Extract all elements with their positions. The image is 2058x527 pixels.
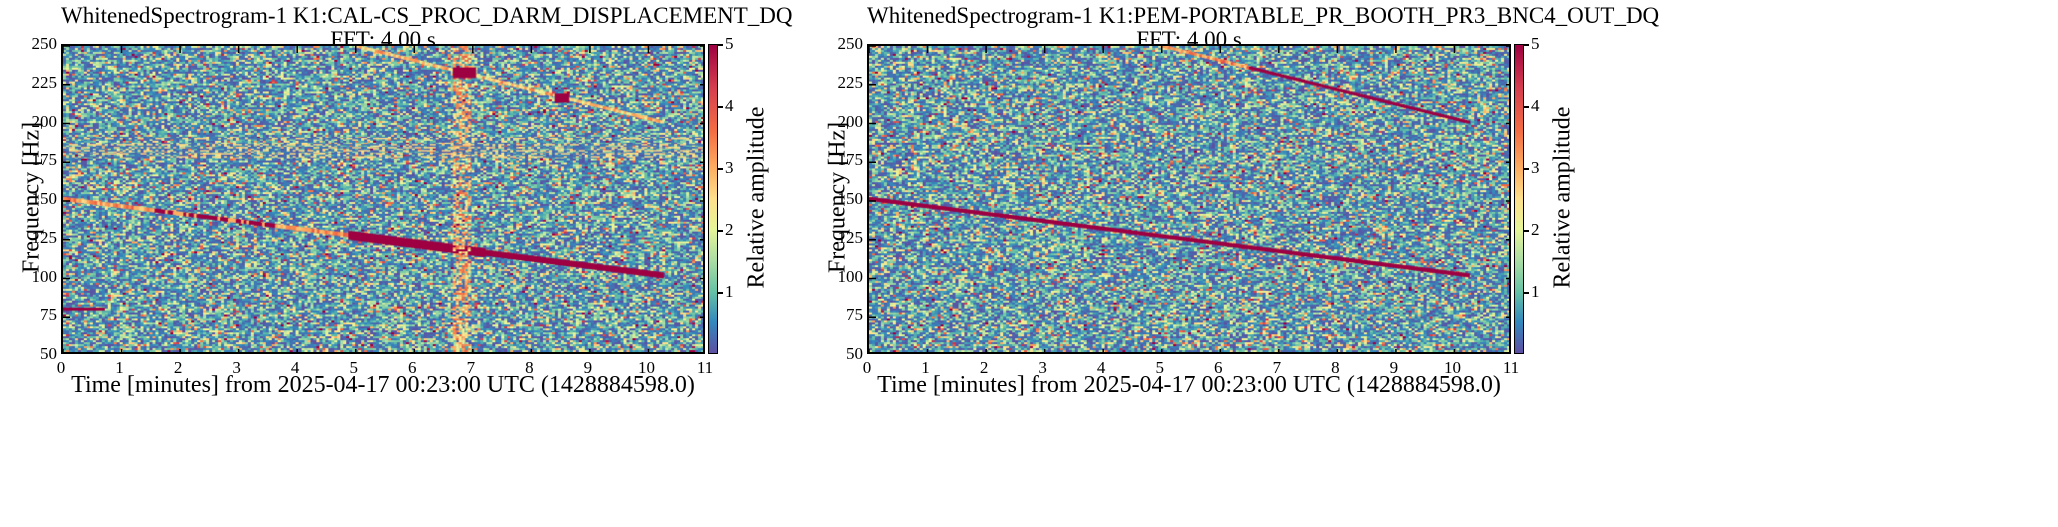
y-tick-label: 250	[31, 34, 58, 53]
x-tick-label: 7	[466, 358, 476, 377]
y-tick-label: 150	[31, 189, 58, 208]
colorbar	[708, 44, 718, 354]
y-tick-label: 225	[31, 72, 58, 92]
x-tick-label: 11	[696, 358, 714, 377]
y-tick-label: 150	[837, 189, 864, 208]
colorbar	[1514, 44, 1524, 354]
x-axis-label: Time [minutes] from 2025-04-17 00:23:00 …	[877, 372, 1501, 398]
colorbar-tick-mark	[718, 292, 723, 294]
colorbar-tick-mark	[718, 168, 723, 170]
y-tick-label: 125	[837, 227, 864, 247]
y-tick-label: 225	[837, 72, 864, 92]
x-tick-label: 5	[1155, 358, 1164, 377]
y-tick-label: 175	[31, 150, 58, 170]
y-tick-label: 175	[837, 150, 864, 170]
x-tick-label: 9	[583, 358, 593, 377]
x-tick-label: 3	[1038, 358, 1047, 377]
x-axis-label: Time [minutes] from 2025-04-17 00:23:00 …	[71, 372, 695, 398]
y-tick-label: 100	[837, 266, 864, 286]
plot-ticks	[869, 46, 1509, 352]
colorbar-tick-mark	[1524, 44, 1529, 46]
spectrogram-heatmap	[869, 46, 1509, 352]
colorbar-tick-mark	[1524, 106, 1529, 108]
x-tick-label: 0	[862, 358, 872, 377]
x-tick-label: 9	[1389, 358, 1399, 377]
y-tick-label: 250	[837, 34, 864, 53]
x-tick-label: 1	[921, 358, 930, 377]
colorbar-tick-label: 1	[725, 282, 734, 301]
x-tick-label: 8	[525, 358, 534, 377]
colorbar-tick-mark	[1524, 292, 1529, 294]
spectrogram-heatmap	[63, 46, 703, 352]
y-tick-label: 100	[31, 266, 58, 286]
y-tick-label: 50	[40, 344, 57, 363]
colorbar-tick-label: 3	[725, 158, 734, 177]
y-tick-label: 50	[846, 344, 863, 363]
x-tick-label: 5	[349, 358, 358, 377]
x-tick-label: 2	[979, 358, 989, 377]
colorbar-tick-label: 4	[725, 96, 734, 115]
colorbar-tick-label: 4	[1531, 96, 1540, 115]
colorbar-tick-mark	[718, 230, 723, 232]
y-tick-label: 75	[846, 305, 863, 325]
x-tick-label: 7	[1272, 358, 1282, 377]
y-tick-label: 200	[31, 111, 58, 131]
colorbar-tick-label: 5	[1531, 34, 1540, 53]
y-tick-label: 75	[40, 305, 57, 325]
spectrogram-plot-area	[61, 44, 705, 354]
x-tick-label: 10	[637, 358, 655, 377]
x-tick-label: 2	[173, 358, 183, 377]
x-tick-label: 6	[1214, 358, 1223, 377]
x-tick-label: 6	[408, 358, 417, 377]
colorbar-tick-mark	[718, 106, 723, 108]
colorbar-tick-label: 3	[1531, 158, 1540, 177]
y-tick-label: 200	[837, 111, 864, 131]
plot-ticks	[63, 46, 703, 352]
colorbar-tick-label: 2	[1531, 220, 1540, 239]
colorbar-tick-label: 2	[725, 220, 734, 239]
x-tick-label: 11	[1502, 358, 1520, 377]
colorbar-tick-mark	[718, 44, 723, 46]
tick-labels: 0 1 2 3 4 5 6 7 8 9 10 11 50 75 100 125 150 175 200 225 250 1…	[31, 34, 734, 377]
colorbar-tick-mark	[1524, 168, 1529, 170]
colorbar-tick-label: 5	[725, 34, 734, 53]
spectrogram-panel-darm: WhitenedSpectrogram-1 K1:CAL-CS_PROC_DAR…	[19, 3, 793, 398]
x-tick-label: 4	[290, 358, 300, 377]
colorbar-tick-label: 1	[1531, 282, 1540, 301]
y-tick-label: 125	[31, 227, 58, 247]
x-tick-label: 1	[115, 358, 124, 377]
x-tick-label: 0	[56, 358, 66, 377]
spectrogram-plot-area	[867, 44, 1511, 354]
x-tick-label: 8	[1331, 358, 1340, 377]
x-tick-label: 4	[1096, 358, 1106, 377]
chart-title: WhitenedSpectrogram-1 K1:CAL-CS_PROC_DAR…	[61, 3, 793, 28]
x-tick-label: 10	[1443, 358, 1461, 377]
x-tick-label: 3	[232, 358, 241, 377]
colorbar-tick-mark	[1524, 230, 1529, 232]
